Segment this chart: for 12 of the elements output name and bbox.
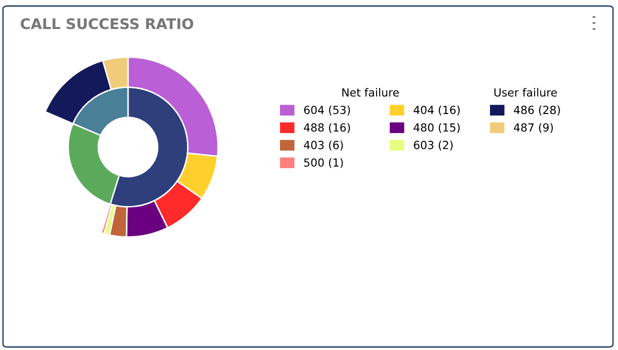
legend-label: 500 (1)	[304, 158, 343, 168]
legend-label: 404 (16)	[414, 106, 460, 116]
legend-label: 603 (2)	[414, 140, 453, 151]
legend-label: 486 (28)	[514, 106, 560, 116]
legend-label: 403 (6)	[304, 140, 343, 151]
text: User failure	[494, 88, 557, 97]
legend-label: 604 (53)	[304, 106, 350, 116]
legend-label: 480 (15)	[414, 123, 460, 133]
chart-title: CALL SUCCESS RATIO	[20, 18, 194, 30]
legend-label: 488 (16)	[304, 123, 350, 133]
text: Net failure	[342, 88, 399, 97]
legend-label: 487 (9)	[514, 123, 553, 133]
